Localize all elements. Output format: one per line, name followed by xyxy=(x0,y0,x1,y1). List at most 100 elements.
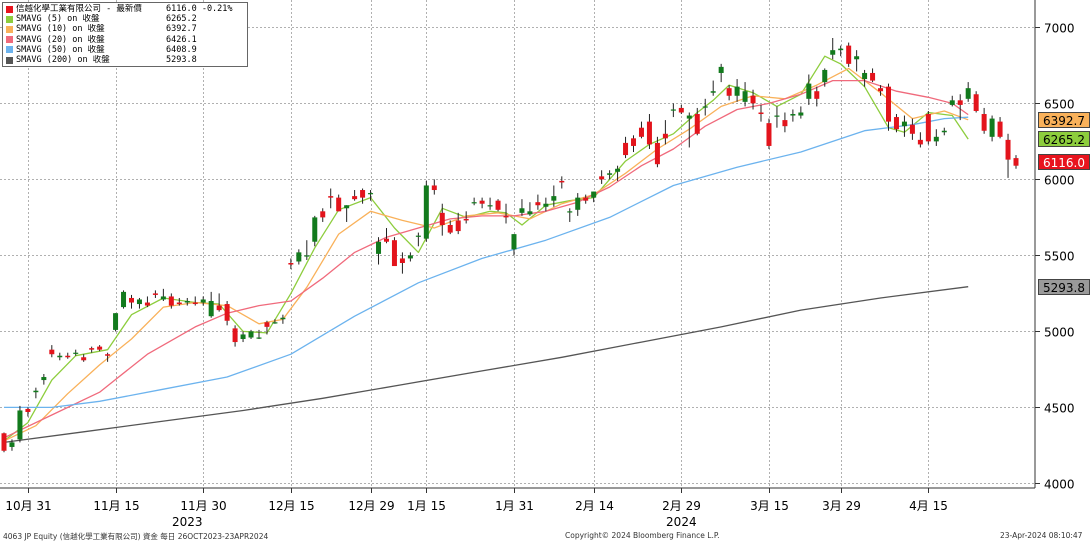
candle-body xyxy=(176,302,182,305)
candle-body xyxy=(304,255,310,257)
candle-body xyxy=(583,197,589,201)
y-tick-label: 6000 xyxy=(1044,174,1075,188)
legend-label: 信越化學工業有限公司 - 最新價 xyxy=(16,4,142,14)
candle-body xyxy=(638,127,644,137)
ma-line xyxy=(4,116,969,409)
legend-value: 5293.8 xyxy=(166,55,197,66)
x-tick-label: 3月 15 xyxy=(750,499,789,513)
candle-body xyxy=(368,193,374,195)
candle-body xyxy=(89,348,95,350)
legend-label: SMAVG (20) on 收盤 xyxy=(16,34,105,45)
candle-body xyxy=(878,88,884,92)
candle-body xyxy=(925,114,931,142)
x-tick-label: 12月 29 xyxy=(348,499,394,513)
candle-body xyxy=(750,95,756,104)
last-value-tag: 6116.0 xyxy=(1038,154,1090,170)
candle-body xyxy=(742,91,748,102)
candle-body xyxy=(97,346,103,350)
candle-body xyxy=(328,196,334,198)
candle-body xyxy=(376,241,382,254)
candle-body xyxy=(774,115,780,117)
legend-label: SMAVG (10) on 收盤 xyxy=(16,24,105,35)
candle-body xyxy=(559,180,565,183)
candle-body xyxy=(623,142,629,156)
candle-body xyxy=(989,118,995,137)
candle-body xyxy=(949,100,955,105)
candle-body xyxy=(121,291,127,308)
candle-body xyxy=(344,205,350,209)
candle-body xyxy=(248,331,254,338)
candle-body xyxy=(296,252,302,262)
candle-body xyxy=(360,190,366,198)
candle-body xyxy=(144,302,150,306)
candle-body xyxy=(710,91,716,93)
legend-entry: SMAVG (5) on 收盤 6265.2 xyxy=(6,14,244,24)
legend-value: 6392.7 xyxy=(166,24,197,35)
candle-body xyxy=(854,56,860,60)
x-tick-label: 11月 30 xyxy=(180,499,226,513)
candle-body xyxy=(758,112,764,115)
x-tick-label: 3月 29 xyxy=(822,499,861,513)
candle-body xyxy=(862,72,868,80)
legend-entry: SMAVG (200) on 收盤 5293.8 xyxy=(6,55,244,65)
candle-body xyxy=(280,317,286,320)
candle-body xyxy=(973,94,979,111)
legend-value: 6116.0 -0.21% xyxy=(166,4,233,14)
candle-body xyxy=(232,328,238,343)
candle-body xyxy=(399,258,405,264)
candle-body xyxy=(941,130,947,133)
candle-body xyxy=(806,83,812,99)
x-tick-label: 2月 29 xyxy=(662,499,701,513)
candle-body xyxy=(766,123,772,146)
candle-body xyxy=(352,196,358,200)
candle-body xyxy=(511,234,517,250)
legend-swatch xyxy=(6,26,13,33)
candle-body xyxy=(615,168,621,172)
candle-body xyxy=(439,212,445,225)
candle-body xyxy=(646,121,652,145)
candle-body xyxy=(81,357,87,361)
candle-body xyxy=(694,114,700,134)
candle-body xyxy=(160,296,166,300)
candle-body xyxy=(423,185,429,239)
y-tick-label: 4500 xyxy=(1044,402,1075,416)
candle-body xyxy=(25,408,31,412)
chart-legend: 信越化學工業有限公司 - 最新價 6116.0 -0.21% SMAVG (5) o… xyxy=(2,2,248,68)
x-year-label: 2023 xyxy=(172,515,203,529)
candle-body xyxy=(631,138,637,146)
candle-body xyxy=(686,115,692,119)
candle-body xyxy=(41,377,47,381)
candle-body xyxy=(73,352,79,354)
legend-swatch xyxy=(6,15,13,23)
y-tick-label: 6500 xyxy=(1044,98,1075,112)
candle-body xyxy=(463,218,469,221)
candle-body xyxy=(870,72,876,81)
candle-body xyxy=(152,293,158,295)
candle-body xyxy=(447,224,453,233)
footer-timestamp: 23-Apr-2024 08:10:47 xyxy=(1000,531,1083,540)
candle-body xyxy=(822,69,828,83)
last-value-tag: 6265.2 xyxy=(1038,131,1090,147)
candle-body xyxy=(184,301,190,303)
ma-line xyxy=(3,67,969,442)
x-tick-label: 12月 15 xyxy=(268,499,314,513)
candle-body xyxy=(208,301,214,317)
footer-copyright: Copyright© 2024 Bloomberg Finance L.P. xyxy=(565,531,720,540)
candle-body xyxy=(933,136,939,142)
x-tick-label: 1月 15 xyxy=(407,499,446,513)
x-tick-label: 4月 15 xyxy=(909,499,948,513)
candle-body xyxy=(543,203,549,207)
candle-body xyxy=(599,176,605,180)
candle-body xyxy=(407,255,413,259)
candle-body xyxy=(312,217,318,242)
y-tick-label: 5000 xyxy=(1044,326,1075,340)
legend-entry: SMAVG (20) on 收盤 6426.1 xyxy=(6,35,244,45)
candle-body xyxy=(113,313,119,330)
candle-body xyxy=(678,107,684,113)
x-tick-label: 10月 31 xyxy=(5,499,51,513)
candle-body xyxy=(702,106,708,108)
legend-value: 6408.9 xyxy=(166,44,197,55)
candle-body xyxy=(503,215,509,218)
candle-body xyxy=(1,433,7,451)
